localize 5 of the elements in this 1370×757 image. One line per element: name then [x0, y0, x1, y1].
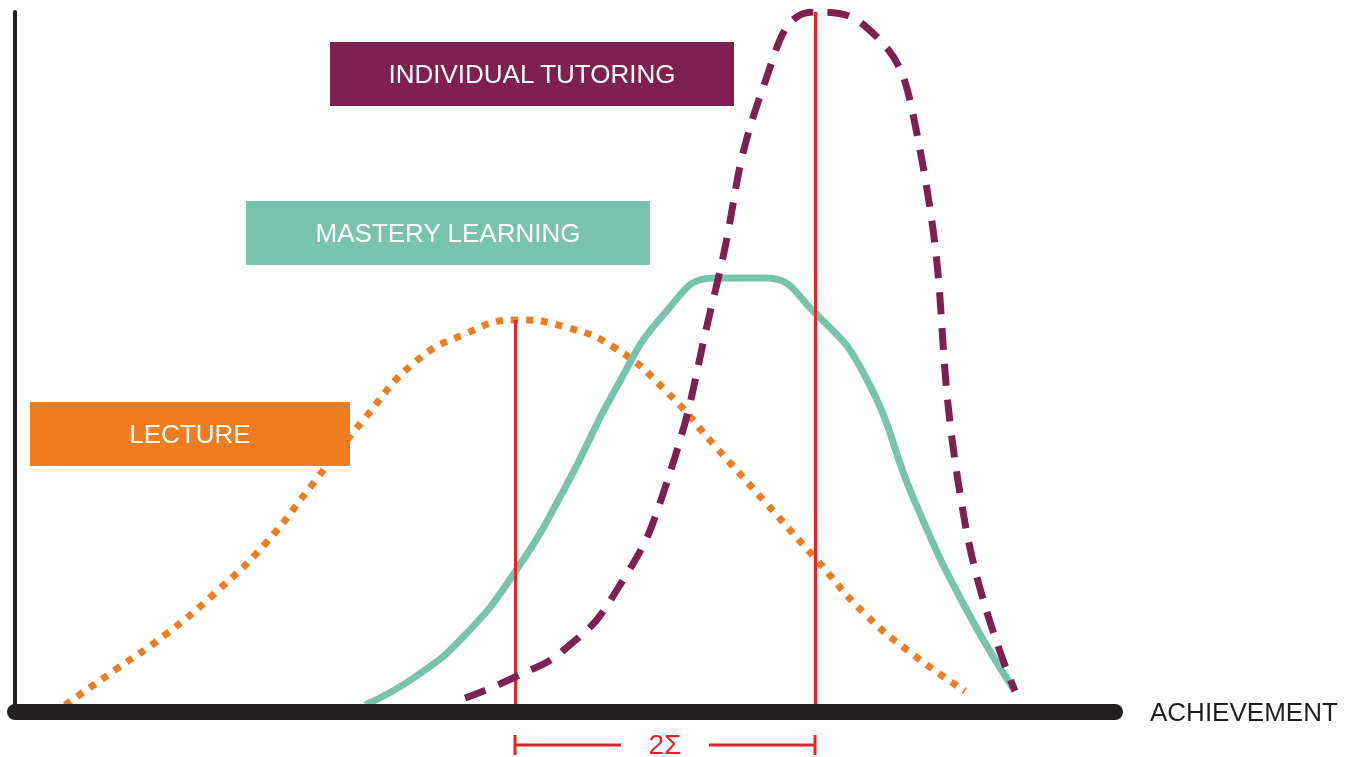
- name-tag: LECTURE: [30, 402, 350, 466]
- x-axis-title: ACHIEVEMENT: [1150, 697, 1338, 727]
- text: 2Σ: [647, 729, 683, 757]
- name-tag: INDIVIDUAL TUTORING: [330, 42, 734, 106]
- name-tag: MASTERY LEARNING: [246, 201, 650, 265]
